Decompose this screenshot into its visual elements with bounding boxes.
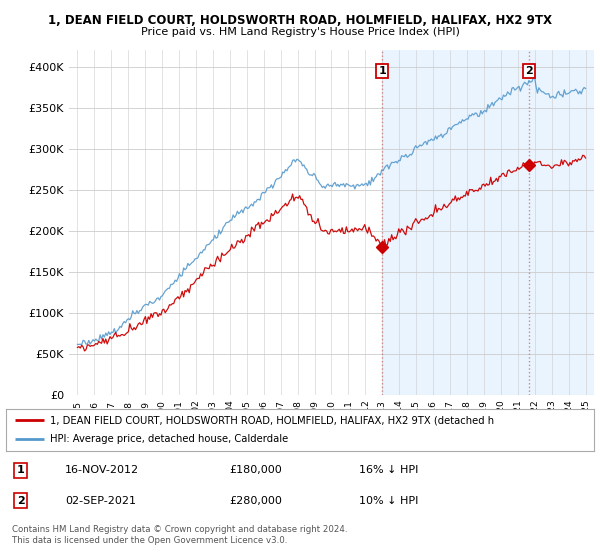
- Text: £180,000: £180,000: [229, 465, 282, 475]
- Bar: [382, 50, 529, 395]
- Text: 2: 2: [525, 66, 533, 76]
- Text: 1, DEAN FIELD COURT, HOLDSWORTH ROAD, HOLMFIELD, HALIFAX, HX2 9TX: 1, DEAN FIELD COURT, HOLDSWORTH ROAD, HO…: [48, 14, 552, 27]
- Text: 16% ↓ HPI: 16% ↓ HPI: [359, 465, 418, 475]
- Text: 2: 2: [17, 496, 25, 506]
- Text: 1: 1: [379, 66, 386, 76]
- Text: 10% ↓ HPI: 10% ↓ HPI: [359, 496, 418, 506]
- Text: 16-NOV-2012: 16-NOV-2012: [65, 465, 139, 475]
- Text: 02-SEP-2021: 02-SEP-2021: [65, 496, 136, 506]
- Bar: [529, 50, 594, 395]
- Text: £280,000: £280,000: [229, 496, 283, 506]
- Text: HPI: Average price, detached house, Calderdale: HPI: Average price, detached house, Cald…: [50, 435, 289, 445]
- Text: Price paid vs. HM Land Registry's House Price Index (HPI): Price paid vs. HM Land Registry's House …: [140, 27, 460, 37]
- Text: Contains HM Land Registry data © Crown copyright and database right 2024.
This d: Contains HM Land Registry data © Crown c…: [12, 525, 347, 545]
- Text: 1, DEAN FIELD COURT, HOLDSWORTH ROAD, HOLMFIELD, HALIFAX, HX2 9TX (detached h: 1, DEAN FIELD COURT, HOLDSWORTH ROAD, HO…: [50, 415, 494, 425]
- Text: 1: 1: [17, 465, 25, 475]
